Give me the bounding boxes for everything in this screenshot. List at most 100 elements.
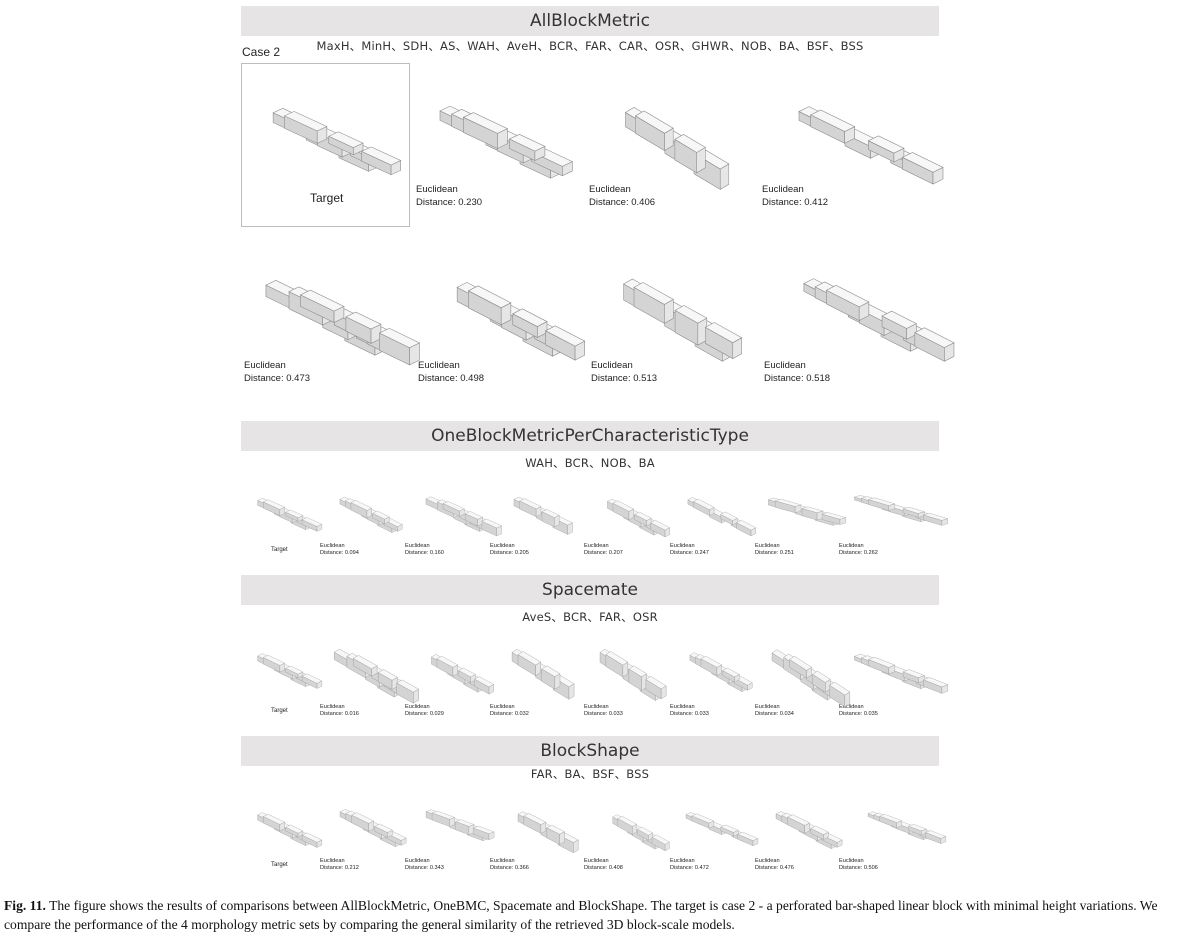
block-face bbox=[328, 131, 364, 148]
result-caption: Euclidean Distance: 0.473 bbox=[244, 360, 311, 384]
section-title-blockshape: BlockShape bbox=[241, 736, 939, 766]
block-face bbox=[914, 327, 955, 348]
result-caption: Euclidean Distance: 0.205 bbox=[490, 543, 529, 556]
section-metrics-blockshape: FAR、BA、BSF、BSS bbox=[530, 767, 650, 781]
block-face bbox=[301, 832, 323, 843]
result-caption: Euclidean Distance: 0.251 bbox=[755, 543, 794, 556]
block-face bbox=[546, 824, 565, 835]
block-face bbox=[262, 655, 286, 666]
target-label: Target bbox=[271, 547, 288, 553]
block-model-thumbnail bbox=[517, 811, 579, 853]
block-model-thumbnail bbox=[687, 497, 757, 537]
block-model-thumbnail bbox=[767, 497, 847, 526]
block-face bbox=[736, 520, 757, 531]
block-face bbox=[523, 813, 547, 825]
block-model-thumbnail bbox=[439, 105, 573, 179]
block-face bbox=[829, 681, 851, 696]
block-face bbox=[812, 670, 831, 683]
block-face bbox=[517, 651, 542, 666]
block-face bbox=[737, 831, 759, 841]
result-caption: Euclidean Distance: 0.472 bbox=[670, 858, 709, 871]
block-face bbox=[674, 305, 708, 324]
block-face bbox=[612, 500, 634, 512]
result-caption: Euclidean Distance: 0.366 bbox=[490, 858, 529, 871]
block-face bbox=[285, 665, 304, 675]
block-face bbox=[431, 810, 456, 820]
figure-caption-text: The figure shows the results of comparis… bbox=[4, 898, 1158, 932]
block-face bbox=[825, 284, 870, 308]
block-face bbox=[351, 812, 375, 824]
block-face bbox=[301, 673, 323, 684]
block-model-thumbnail bbox=[333, 648, 420, 704]
block-model-thumbnail bbox=[853, 495, 949, 526]
block-face bbox=[901, 152, 944, 173]
block-face bbox=[774, 499, 802, 507]
block-model-thumbnail bbox=[511, 649, 575, 700]
result-caption: Euclidean Distance: 0.160 bbox=[405, 543, 444, 556]
target-label: Target bbox=[271, 708, 288, 714]
block-face bbox=[508, 133, 546, 152]
block-model-thumbnail bbox=[599, 649, 667, 701]
result-caption: Euclidean Distance: 0.518 bbox=[764, 360, 831, 384]
block-face bbox=[262, 499, 286, 510]
result-caption: Euclidean Distance: 0.032 bbox=[490, 704, 529, 717]
block-face bbox=[787, 814, 811, 826]
block-face bbox=[374, 823, 393, 833]
block-face bbox=[474, 676, 495, 688]
block-model-thumbnail bbox=[853, 653, 949, 694]
section-title-allblockmetric: AllBlockMetric bbox=[241, 6, 939, 36]
block-model-thumbnail bbox=[867, 811, 947, 844]
block-face bbox=[605, 651, 629, 666]
block-model-thumbnail bbox=[622, 278, 743, 362]
block-face bbox=[628, 665, 647, 678]
block-model-thumbnail bbox=[265, 280, 421, 366]
block-face bbox=[262, 814, 286, 825]
block-face bbox=[345, 311, 382, 330]
block-face bbox=[301, 517, 323, 527]
result-caption: Euclidean Distance: 0.033 bbox=[670, 704, 709, 717]
block-face bbox=[360, 146, 402, 166]
block-face bbox=[879, 814, 903, 823]
result-caption: Euclidean Distance: 0.476 bbox=[755, 858, 794, 871]
block-face bbox=[350, 500, 372, 511]
result-caption: Euclidean Distance: 0.016 bbox=[320, 704, 359, 717]
block-face bbox=[868, 657, 896, 668]
block-model-thumbnail bbox=[685, 812, 759, 846]
block-face bbox=[821, 512, 847, 520]
result-caption: Euclidean Distance: 0.412 bbox=[762, 184, 829, 208]
block-face bbox=[544, 325, 586, 347]
block-face bbox=[645, 676, 667, 690]
block-face bbox=[378, 327, 421, 349]
result-caption: Euclidean Distance: 0.406 bbox=[589, 184, 656, 208]
block-face bbox=[541, 509, 560, 518]
block-face bbox=[352, 655, 378, 670]
section-title-spacemate: Spacemate bbox=[241, 575, 939, 605]
result-caption: Euclidean Distance: 0.506 bbox=[839, 858, 878, 871]
target-label: Target bbox=[310, 191, 344, 205]
block-face bbox=[923, 677, 949, 688]
result-caption: Euclidean Distance: 0.094 bbox=[320, 543, 359, 556]
result-caption: Euclidean Distance: 0.034 bbox=[755, 704, 794, 717]
block-face bbox=[634, 511, 652, 521]
result-caption: Euclidean Distance: 0.029 bbox=[405, 704, 444, 717]
block-face bbox=[810, 825, 829, 835]
block-face bbox=[925, 830, 947, 839]
block-model-thumbnail bbox=[775, 811, 843, 849]
block-model-thumbnail bbox=[624, 106, 730, 190]
result-caption: Euclidean Distance: 0.230 bbox=[416, 184, 483, 208]
block-face bbox=[868, 497, 896, 506]
figure-caption: Fig. 11. The figure shows the results of… bbox=[4, 896, 1178, 934]
block-face bbox=[908, 824, 927, 832]
block-face bbox=[801, 506, 824, 513]
block-face bbox=[458, 667, 476, 678]
block-face bbox=[651, 834, 670, 845]
block-face bbox=[519, 498, 542, 510]
block-face bbox=[462, 112, 509, 134]
block-face bbox=[722, 667, 740, 678]
block-model-thumbnail bbox=[771, 649, 851, 708]
result-caption: Euclidean Distance: 0.247 bbox=[670, 543, 709, 556]
case-label: Case 2 bbox=[242, 45, 281, 59]
block-face bbox=[472, 825, 495, 834]
block-model-thumbnail bbox=[425, 496, 502, 537]
section-metrics-spacemate: AveS、BCR、FAR、OSR bbox=[522, 610, 658, 624]
